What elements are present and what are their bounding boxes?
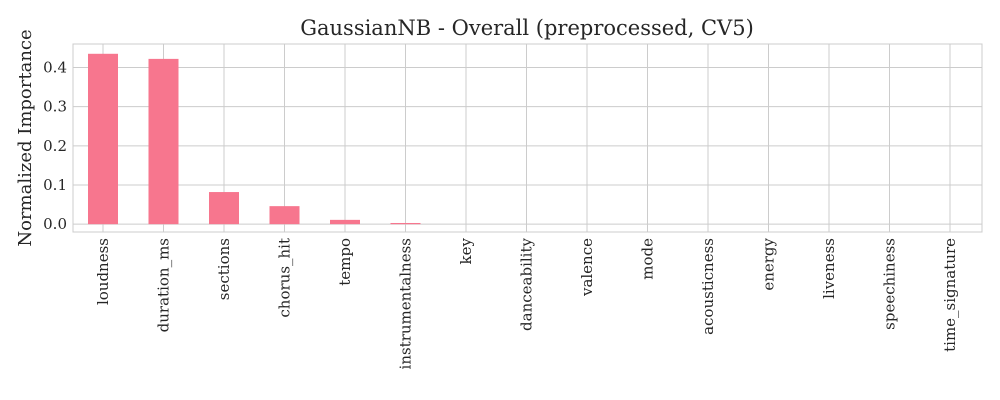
x-tick-label: chorus_hit bbox=[276, 238, 294, 318]
bar-instrumentalness bbox=[390, 222, 421, 225]
grid bbox=[73, 44, 982, 232]
bar-sections bbox=[209, 192, 239, 225]
x-tick-label: time_signature bbox=[941, 238, 959, 352]
y-tick-label: 0.3 bbox=[43, 98, 67, 116]
x-tick-label: speechiness bbox=[881, 238, 899, 330]
y-axis-label: Normalized Importance bbox=[15, 29, 36, 246]
x-tick-label: instrumentalness bbox=[397, 238, 415, 369]
y-tick-label: 0.2 bbox=[43, 137, 67, 155]
bar-tempo bbox=[330, 219, 360, 225]
bar-chorus_hit bbox=[269, 206, 300, 225]
y-tick-label: 0.0 bbox=[43, 215, 67, 233]
bar-loudness bbox=[88, 53, 118, 225]
x-tick-label: key bbox=[457, 237, 475, 264]
bars bbox=[88, 53, 421, 225]
x-tick-label: mode bbox=[639, 238, 657, 280]
y-ticks: 0.0 0.1 0.2 0.3 0.4 bbox=[43, 59, 67, 234]
x-tick-label: loudness bbox=[94, 238, 112, 305]
x-tick-label: energy bbox=[760, 237, 778, 290]
plot-frame bbox=[72, 43, 983, 233]
x-ticks: loudness duration_ms sections chorus_hit tem… bbox=[94, 237, 959, 369]
x-tick-label: liveness bbox=[820, 238, 838, 299]
x-tick-label: sections bbox=[215, 238, 233, 300]
x-tick-label: danceability bbox=[518, 237, 536, 330]
chart-title: GaussianNB - Overall (preprocessed, CV5) bbox=[300, 16, 754, 40]
x-tick-label: tempo bbox=[336, 238, 354, 286]
y-tick-label: 0.4 bbox=[43, 59, 67, 77]
x-tick-label: valence bbox=[578, 238, 596, 297]
x-tick-label: acousticness bbox=[699, 238, 717, 335]
x-tick-label: duration_ms bbox=[155, 238, 173, 332]
y-tick-label: 0.1 bbox=[43, 176, 67, 194]
bar-duration_ms bbox=[148, 58, 179, 225]
